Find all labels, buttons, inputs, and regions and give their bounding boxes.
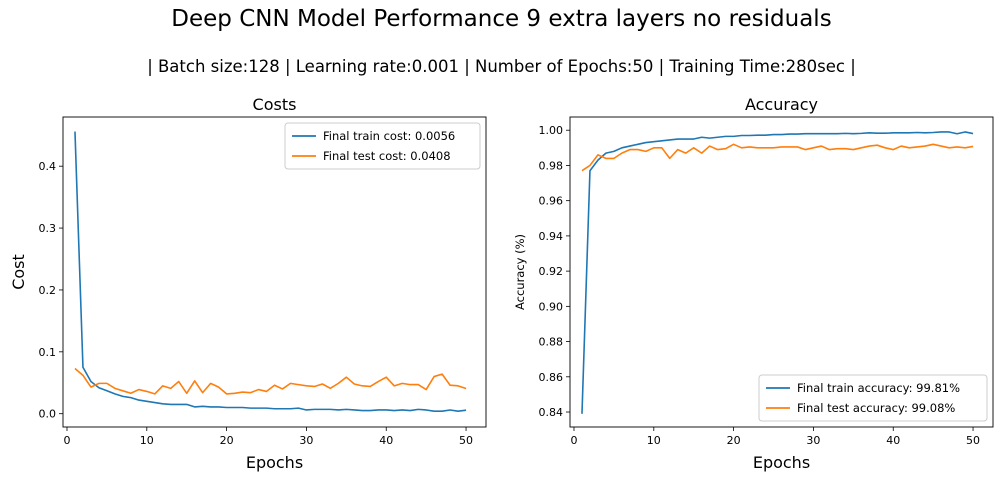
accuracy-y-tick-label: 1.00	[539, 124, 564, 137]
costs-chart-title: Costs	[253, 95, 297, 114]
costs-y-tick-label: 0.1	[39, 346, 57, 359]
costs-x-tick-label: 50	[459, 434, 473, 447]
accuracy-x-axis-label: Epochs	[753, 453, 810, 472]
costs-legend-entry: Final test cost: 0.0408	[323, 149, 451, 163]
accuracy-y-tick-label: 0.86	[539, 371, 564, 384]
costs-x-tick-label: 10	[140, 434, 154, 447]
costs-x-tick-label: 0	[63, 434, 70, 447]
accuracy-x-tick-label: 30	[806, 434, 820, 447]
accuracy-y-tick-label: 0.96	[539, 195, 564, 208]
accuracy-x-tick-label: 50	[966, 434, 980, 447]
costs-series-test-line	[74, 367, 467, 395]
costs-chart: Costs Epochs Cost 0 10 20 30 40 50 0.0 0.1 0.2 0.…	[9, 95, 487, 472]
accuracy-series-test-line	[581, 143, 974, 172]
costs-y-tick-label: 0.2	[39, 284, 57, 297]
accuracy-y-tick-label: 0.90	[539, 300, 564, 313]
costs-x-axis-label: Epochs	[246, 453, 303, 472]
accuracy-y-tick-label: 0.94	[539, 230, 564, 243]
accuracy-legend: Final train accuracy: 99.81% Final test a…	[758, 374, 988, 422]
figure-title: Deep CNN Model Performance 9 extra layer…	[171, 6, 832, 32]
accuracy-legend-entry: Final test accuracy: 99.08%	[797, 401, 955, 415]
costs-plot-frame	[62, 116, 487, 428]
costs-x-tick-label: 30	[299, 434, 313, 447]
costs-ticks: 0 10 20 30 40 50 0.0 0.1 0.2 0.3 0.4	[39, 160, 474, 447]
accuracy-lines	[581, 131, 974, 414]
costs-y-tick-label: 0.3	[39, 222, 57, 235]
accuracy-x-tick-label: 20	[727, 434, 741, 447]
accuracy-ticks: 0 10 20 30 40 50 0.84 0.86 0.88 0.90 0.92 0.94 0.96 0…	[539, 124, 981, 447]
accuracy-chart-title: Accuracy	[745, 95, 818, 114]
costs-y-tick-label: 0.4	[39, 160, 57, 173]
accuracy-plot-frame	[569, 116, 994, 428]
costs-lines	[74, 131, 467, 413]
costs-x-tick-label: 40	[379, 434, 393, 447]
accuracy-x-tick-label: 10	[647, 434, 661, 447]
accuracy-y-axis-label: Accuracy (%)	[513, 234, 527, 310]
costs-x-tick-label: 20	[220, 434, 234, 447]
costs-legend-box	[284, 122, 481, 170]
accuracy-chart: Accuracy Epochs Accuracy (%) 0 10 20 30 40 50…	[513, 95, 994, 472]
accuracy-x-tick-label: 0	[570, 434, 577, 447]
costs-legend: Final train cost: 0.0056 Final test cost:…	[284, 122, 481, 170]
accuracy-y-tick-label: 0.92	[539, 265, 564, 278]
costs-legend-entry: Final train cost: 0.0056	[323, 129, 455, 143]
figure-subtitle: | Batch size:128 | Learning rate:0.001 |…	[147, 57, 856, 76]
costs-y-axis-label: Cost	[9, 254, 28, 290]
costs-y-tick-label: 0.0	[39, 408, 57, 421]
accuracy-y-tick-label: 0.84	[539, 406, 564, 419]
accuracy-legend-box	[758, 374, 988, 422]
costs-series-train-line	[74, 131, 467, 413]
accuracy-y-tick-label: 0.88	[539, 336, 564, 349]
accuracy-legend-entry: Final train accuracy: 99.81%	[797, 381, 960, 395]
accuracy-series-train-line	[581, 131, 974, 414]
accuracy-y-tick-label: 0.98	[539, 159, 564, 172]
accuracy-x-tick-label: 40	[886, 434, 900, 447]
